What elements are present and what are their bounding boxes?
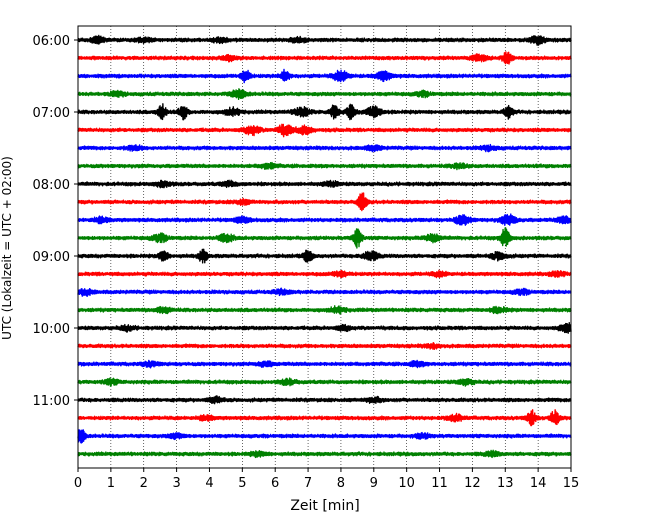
x-tick-label: 1 bbox=[107, 476, 115, 491]
seismic-trace bbox=[77, 359, 572, 369]
seismic-trace bbox=[77, 287, 572, 298]
y-axis-label: UTC (Lokalzeit = UTC + 02:00) bbox=[0, 156, 14, 340]
seismic-trace bbox=[77, 161, 572, 171]
seismic-trace bbox=[77, 123, 572, 138]
seismic-trace bbox=[77, 449, 572, 459]
seismic-trace bbox=[77, 143, 572, 153]
x-axis-label: Zeit [min] bbox=[290, 498, 359, 514]
x-tick-label: 4 bbox=[205, 476, 213, 491]
x-tick-label: 2 bbox=[140, 476, 148, 491]
seismic-trace bbox=[77, 248, 572, 264]
y-axis-ticks: 06:00 07:00 08:00 09:00 10:00 11:00 bbox=[33, 34, 78, 409]
seismic-trace bbox=[77, 342, 572, 350]
x-tick-label: 7 bbox=[304, 476, 312, 491]
x-tick-label: 6 bbox=[271, 476, 279, 491]
seismic-trace bbox=[77, 322, 572, 334]
x-tick-label: 12 bbox=[464, 476, 481, 491]
x-tick-label: 14 bbox=[530, 476, 547, 491]
x-tick-label: 3 bbox=[172, 476, 180, 491]
y-tick-label: 07:00 bbox=[33, 106, 70, 121]
x-tick-label: 9 bbox=[370, 476, 378, 491]
seismic-trace bbox=[77, 409, 572, 427]
x-axis-ticks: 0 1 2 3 4 5 6 7 8 9 10 11 12 13 14 15 bbox=[74, 468, 579, 491]
seismic-trace bbox=[77, 395, 572, 405]
seismic-trace bbox=[77, 88, 572, 101]
seismic-trace bbox=[77, 51, 572, 65]
y-tick-label: 11:00 bbox=[33, 394, 70, 409]
y-tick-label: 10:00 bbox=[33, 322, 70, 337]
seismic-trace bbox=[77, 103, 572, 121]
x-tick-label: 13 bbox=[497, 476, 514, 491]
seismic-trace bbox=[77, 192, 572, 212]
plot-frame bbox=[77, 25, 572, 469]
seismic-trace bbox=[77, 179, 572, 189]
seismic-trace bbox=[77, 269, 572, 279]
x-tick-label: 8 bbox=[337, 476, 345, 491]
seismic-trace bbox=[77, 305, 572, 315]
x-tick-label: 15 bbox=[563, 476, 580, 491]
x-tick-label: 10 bbox=[398, 476, 415, 491]
seismic-trace bbox=[77, 429, 572, 444]
x-tick-label: 5 bbox=[238, 476, 246, 491]
y-tick-label: 09:00 bbox=[33, 250, 70, 265]
seismic-trace bbox=[77, 213, 572, 226]
seismic-trace bbox=[77, 377, 572, 387]
seismic-trace bbox=[77, 227, 572, 249]
seismic-trace bbox=[77, 34, 572, 46]
y-tick-label: 08:00 bbox=[33, 178, 70, 193]
y-tick-label: 06:00 bbox=[33, 34, 70, 49]
x-tick-label: 11 bbox=[431, 476, 448, 491]
trace-group bbox=[77, 34, 572, 459]
seismic-trace bbox=[77, 68, 572, 84]
x-tick-label: 0 bbox=[74, 476, 82, 491]
